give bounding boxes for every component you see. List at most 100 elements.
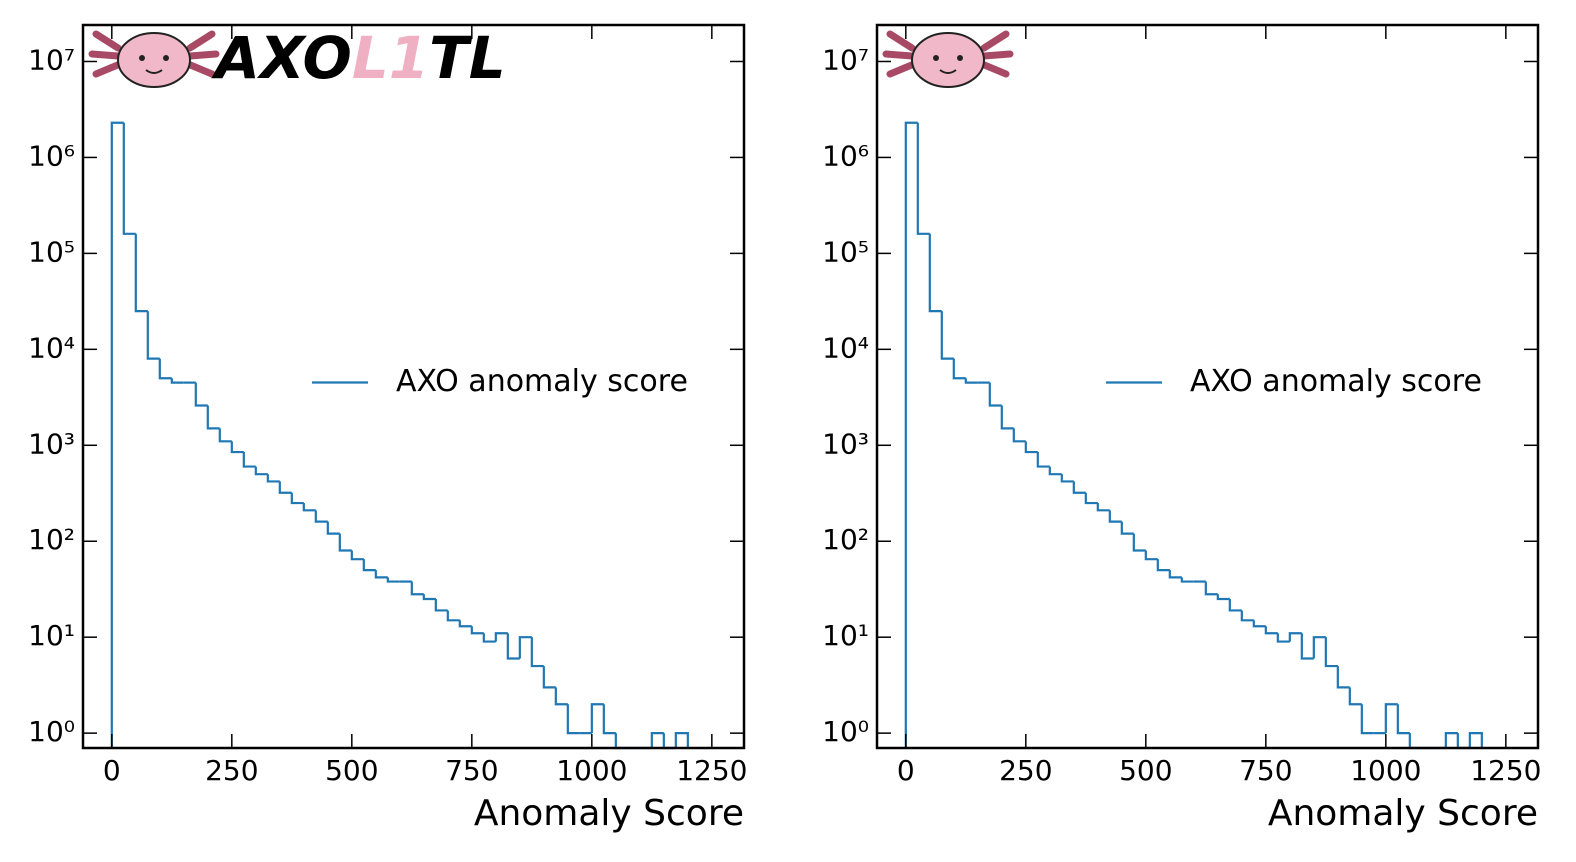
histogram-bin — [506, 633, 520, 660]
histogram-bin — [940, 311, 954, 360]
x-tick-label: 250 — [205, 754, 258, 787]
histogram-bin — [1384, 703, 1398, 734]
histogram-bin — [1348, 687, 1362, 706]
histogram-bin — [662, 733, 676, 750]
histogram-bin — [518, 636, 532, 659]
histogram-bin — [110, 121, 124, 748]
x-tick-label: 500 — [1119, 754, 1172, 787]
histogram-bin — [1132, 533, 1146, 552]
histogram-bin — [326, 521, 340, 535]
histogram-bin — [614, 733, 628, 750]
histogram-bin — [1300, 633, 1314, 660]
histogram-bin — [338, 533, 352, 552]
histogram-bin — [1396, 704, 1410, 735]
histogram-bin — [470, 626, 484, 635]
histogram-bin — [1468, 732, 1483, 748]
histogram-bin — [1456, 733, 1470, 750]
histogram-bin — [194, 382, 208, 407]
histogram-bin — [1012, 428, 1026, 443]
histogram-bin — [1060, 474, 1074, 483]
histogram-bin — [146, 311, 160, 360]
x-tick-label: 250 — [999, 754, 1052, 787]
plot-frame — [875, 23, 1540, 750]
histogram-bin — [1096, 503, 1110, 512]
histogram-bin — [952, 358, 966, 380]
histogram-bin — [602, 704, 616, 735]
histogram-bin — [1264, 626, 1278, 635]
histogram-bin — [1240, 610, 1254, 622]
logo: AXOL1TL — [88, 24, 1014, 92]
histogram-bin — [122, 122, 136, 235]
histogram-bin — [566, 704, 580, 735]
histogram-bin — [928, 233, 942, 313]
axolotl-icon — [88, 30, 220, 88]
histogram-bin — [1156, 559, 1170, 572]
histogram-bin — [1312, 636, 1326, 659]
logo-text: AXOL1TL — [211, 24, 506, 92]
histogram-bin — [386, 577, 400, 583]
y-tick-label: 10⁰ — [822, 715, 869, 748]
histogram-bin — [254, 466, 268, 476]
histogram-bin — [230, 441, 244, 454]
histogram-bin — [650, 732, 664, 748]
legend-label: AXO anomaly score — [1190, 364, 1482, 399]
histogram-bin — [350, 550, 364, 561]
x-tick-label: 0 — [103, 754, 121, 787]
histogram-bin — [542, 666, 556, 689]
histogram-bin — [1084, 492, 1098, 505]
histogram-bin — [1000, 405, 1014, 430]
histogram-bin — [410, 581, 424, 596]
y-tick-label: 10⁴ — [28, 331, 75, 364]
histogram-bin — [1072, 481, 1086, 494]
histogram-bin — [134, 233, 148, 313]
histogram-bin — [530, 637, 544, 668]
histogram-bin — [674, 732, 689, 748]
histogram-bin — [1168, 570, 1182, 579]
y-tick-label: 10⁵ — [28, 235, 75, 268]
x-tick-label: 1000 — [556, 754, 627, 787]
histogram-bin — [1276, 633, 1290, 643]
y-tick-label: 10⁵ — [822, 235, 869, 268]
x-tick-label: 500 — [325, 754, 378, 787]
histogram-bin — [242, 452, 256, 468]
histogram-bin — [590, 703, 604, 734]
histogram-bin — [1288, 632, 1302, 642]
x-tick-label: 1250 — [676, 754, 747, 787]
histogram-bin — [1444, 732, 1458, 748]
y-tick-label: 10⁷ — [822, 43, 869, 76]
histogram-bin — [1036, 452, 1050, 468]
y-tick-label: 10² — [28, 523, 75, 556]
histogram-bin — [206, 405, 220, 430]
histogram-bin — [446, 610, 460, 622]
logo-part: AXO — [211, 24, 352, 92]
x-tick-label: 0 — [897, 754, 915, 787]
logo-part: TL — [429, 24, 506, 92]
histogram-bin — [314, 510, 328, 523]
x-tick-label: 1000 — [1350, 754, 1421, 787]
chart: 0 250 500 750 1000 1250 10⁰ 10¹ 10² 10³ 10⁴ 10⁵ 10⁶ 1… — [822, 23, 1541, 834]
histogram-bin — [1144, 550, 1158, 561]
y-tick-label: 10³ — [822, 427, 869, 460]
histogram-bin — [1180, 577, 1194, 583]
histogram-bin — [1120, 521, 1134, 535]
histogram-bin — [158, 358, 172, 380]
x-tick-label: 750 — [445, 754, 498, 787]
x-axis-label: Anomaly Score — [474, 793, 744, 834]
histogram-bin — [374, 570, 388, 579]
legend-label: AXO anomaly score — [396, 364, 688, 399]
histogram-bin — [302, 503, 316, 512]
histogram-bin — [1108, 510, 1122, 523]
histogram-bin — [964, 378, 978, 384]
histogram-bin — [1324, 637, 1338, 668]
y-tick-label: 10⁴ — [822, 331, 869, 364]
histogram-bin — [278, 481, 292, 494]
plot-frame — [81, 23, 746, 750]
histogram-bin — [458, 620, 472, 628]
histogram-bin — [1228, 599, 1242, 612]
y-tick-label: 10⁶ — [28, 139, 75, 172]
y-tick-label: 10⁰ — [28, 715, 75, 748]
y-tick-label: 10⁶ — [822, 139, 869, 172]
histogram-bin — [1336, 666, 1350, 689]
x-tick-label: 750 — [1239, 754, 1292, 787]
